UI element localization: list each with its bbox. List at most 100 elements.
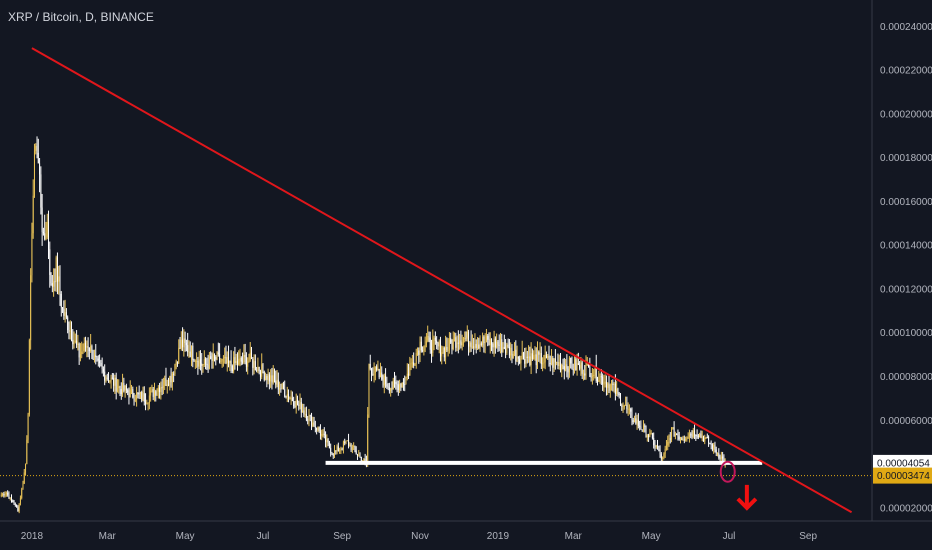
candle-body xyxy=(396,383,398,385)
candle-body xyxy=(254,361,256,370)
candle-body xyxy=(525,356,527,364)
candle-body xyxy=(188,351,190,353)
candle-body xyxy=(303,410,305,415)
candle-body xyxy=(639,425,641,427)
candle-body xyxy=(81,351,83,355)
candle-body xyxy=(402,382,404,385)
candle-body xyxy=(108,378,110,382)
candle-body xyxy=(183,338,185,348)
candle-body xyxy=(349,444,351,446)
candle-body xyxy=(484,342,486,344)
candle-body xyxy=(141,392,143,401)
candle-body xyxy=(305,413,307,420)
candle-body xyxy=(405,377,407,385)
candle-body xyxy=(51,283,53,287)
candle-body xyxy=(598,379,600,382)
candle-body xyxy=(194,361,196,363)
candle-body xyxy=(651,433,653,438)
candle-body xyxy=(5,492,7,495)
candle-body xyxy=(515,349,517,362)
candle-body xyxy=(479,343,481,349)
candle-body xyxy=(148,395,150,404)
candle-body xyxy=(4,494,6,496)
candle-body xyxy=(244,354,246,357)
candle-body xyxy=(429,337,431,350)
candle-body xyxy=(517,356,519,359)
candle-body xyxy=(379,372,381,378)
time-tick-label: Mar xyxy=(565,531,583,542)
candle-body xyxy=(488,339,490,346)
candle-body xyxy=(556,362,558,364)
candle-body xyxy=(554,358,556,363)
candle-body xyxy=(272,375,274,383)
candle-body xyxy=(164,378,166,386)
candle-body xyxy=(157,387,159,392)
candle-body xyxy=(432,339,434,354)
candle-body xyxy=(298,404,300,406)
candle-body xyxy=(715,449,717,454)
candle-body xyxy=(501,339,503,353)
candle-body xyxy=(507,344,509,347)
candle-body xyxy=(225,356,227,364)
candle-body xyxy=(128,392,130,398)
candle-body xyxy=(586,363,588,366)
candle-body xyxy=(155,391,157,396)
candle-body xyxy=(191,345,193,358)
candle-body xyxy=(77,343,79,345)
candle-body xyxy=(233,357,235,372)
candle-body xyxy=(105,377,107,381)
candle-body xyxy=(273,375,275,381)
candle-body xyxy=(173,373,175,375)
candle-body xyxy=(92,358,94,360)
candle-body xyxy=(618,393,620,396)
candle-body xyxy=(256,369,258,371)
candle-body xyxy=(240,357,242,362)
candle-body xyxy=(171,373,173,383)
candle-body xyxy=(528,356,530,358)
candle-body xyxy=(543,362,545,364)
candle-body xyxy=(69,330,71,332)
candle-body xyxy=(120,388,122,395)
candle-body xyxy=(411,362,413,364)
time-tick-label: Jul xyxy=(257,531,270,542)
candle-body xyxy=(151,389,153,391)
candle-body xyxy=(491,338,493,344)
candle-body xyxy=(588,363,590,368)
candle-body xyxy=(462,338,464,343)
candle-body xyxy=(474,344,476,347)
candle-body xyxy=(139,392,141,395)
candle-body xyxy=(447,349,449,351)
breakdown-circle xyxy=(719,460,736,483)
candle-body xyxy=(229,360,231,363)
candle-body xyxy=(351,446,353,450)
candle-body xyxy=(285,396,287,398)
candle-body xyxy=(113,378,115,386)
candle-body xyxy=(545,354,547,359)
candle-body xyxy=(496,341,498,348)
candle-body xyxy=(668,438,670,442)
candle-body xyxy=(608,383,610,391)
candle-body xyxy=(213,354,215,357)
candle-body xyxy=(614,383,616,395)
candle-body xyxy=(437,342,439,347)
candle-body xyxy=(473,346,475,348)
candle-body xyxy=(36,146,38,153)
candle-body xyxy=(441,352,443,357)
current-price-tag-label: 0.00003474 xyxy=(877,471,930,482)
candle-body xyxy=(383,375,385,386)
candle-body xyxy=(26,439,28,465)
candle-body xyxy=(97,358,99,361)
candle-body xyxy=(468,331,470,347)
candle-body xyxy=(483,336,485,343)
candle-body xyxy=(576,363,578,371)
candle-body xyxy=(433,337,435,340)
candle-body xyxy=(367,414,369,464)
candle-body xyxy=(182,339,184,348)
candle-body xyxy=(595,365,597,381)
candle-body xyxy=(293,401,295,407)
candle-body xyxy=(53,281,55,287)
candle-body xyxy=(286,394,288,397)
candle-body xyxy=(635,418,637,424)
candle-body xyxy=(99,360,101,364)
candle-body xyxy=(101,366,103,370)
